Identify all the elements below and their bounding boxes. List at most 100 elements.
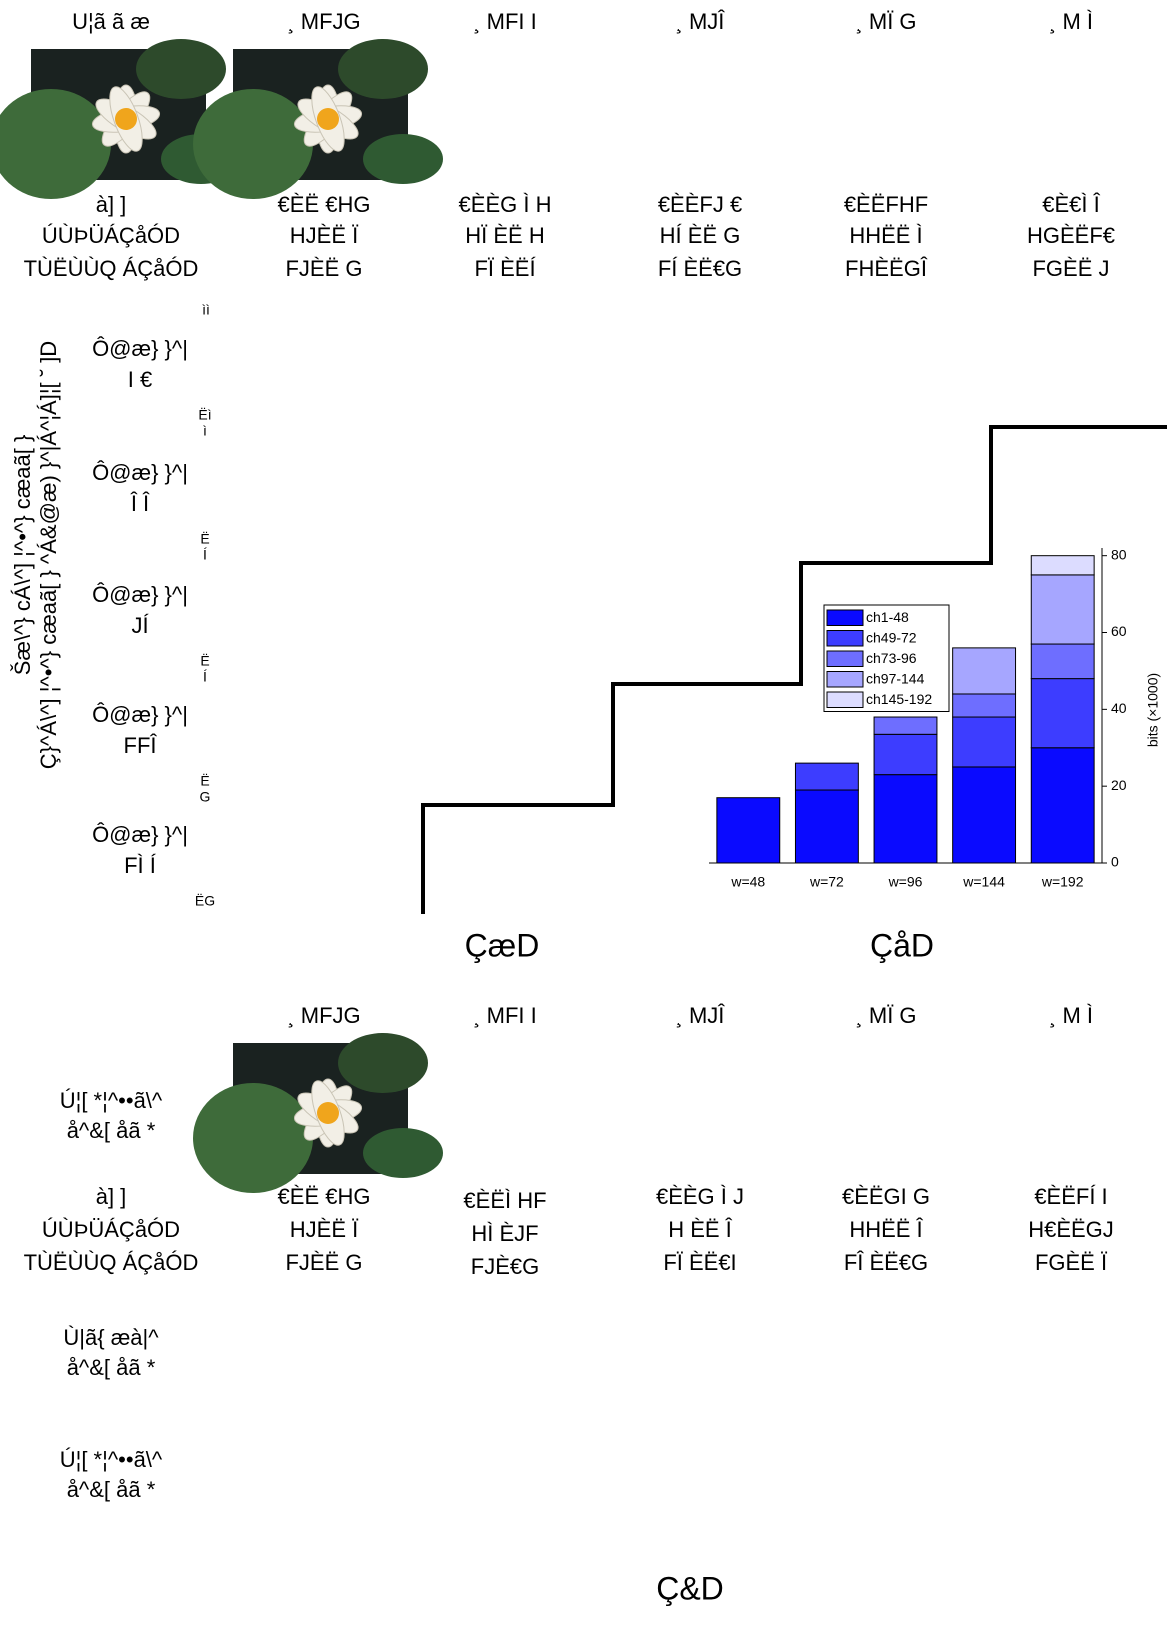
metric-value: HÌ ÈJF — [471, 1221, 538, 1246]
metric-value: FJÈ€G — [471, 1254, 539, 1279]
column-header: ¸ M Ì — [1049, 1003, 1093, 1029]
photo — [193, 1033, 443, 1193]
bar-segment — [953, 648, 1016, 694]
x-tick-label: w=192 — [1041, 874, 1084, 890]
metric-value: €ÈËFHF — [844, 192, 928, 217]
legend-swatch — [827, 610, 863, 626]
note: ìì — [202, 302, 210, 318]
channel-label: Ô@æ} }^| — [92, 822, 188, 847]
bar-segment — [874, 734, 937, 774]
bar-segment — [953, 694, 1016, 717]
metric-value: HJÈË Ï — [290, 223, 359, 248]
metric-value: €ÈËGI G — [842, 1184, 930, 1209]
column-header: ¸ MÏ G — [855, 9, 916, 35]
x-tick-label: w=48 — [730, 874, 765, 890]
y-tick-label: 60 — [1111, 623, 1127, 639]
row-label: ÚÙÞÜÁÇåÓD — [42, 223, 180, 248]
side-label: Šæ\^} cÁ\^] ¦^•^} cæaã[ } — [10, 435, 35, 676]
channel-note: Ë — [200, 773, 209, 789]
metric-value: HHËË Î — [849, 1217, 923, 1242]
metric-value: FÎ ÈË€G — [844, 1250, 928, 1275]
metric-value: FÍ ÈË€G — [658, 256, 742, 281]
legend-swatch — [827, 651, 863, 667]
method-label: å^&[ åã * — [67, 1477, 156, 1502]
column-header: ¸ MFJG — [287, 9, 360, 35]
metric-value: FJÈË G — [285, 1250, 362, 1275]
y-tick-label: 40 — [1111, 700, 1127, 716]
y-axis-label: bits (×1000) — [1145, 673, 1161, 747]
column-header: ¸ MÏ G — [855, 1003, 916, 1029]
metric-value: FJÈË G — [285, 256, 362, 281]
bar-segment — [717, 798, 780, 863]
method-label: Ù|ã{ æà|^ — [63, 1325, 159, 1350]
channel-note: G — [200, 789, 211, 805]
metric-value: HÍ ÈË G — [660, 223, 741, 248]
channel-note: Í — [203, 547, 207, 563]
column-header: ¸ MJÎ — [676, 1003, 726, 1029]
bar-segment — [1031, 575, 1094, 644]
x-tick-label: w=96 — [888, 874, 923, 890]
bar-segment — [874, 717, 937, 734]
bar-segment — [795, 790, 858, 863]
bar-segment — [1031, 748, 1094, 863]
row-label: à] ] — [96, 192, 127, 217]
channel-label: Ô@æ} }^| — [92, 702, 188, 727]
metric-value: FGÈË Ï — [1035, 1250, 1108, 1275]
bar-segment — [953, 767, 1016, 863]
metric-value: FGÈË J — [1032, 256, 1109, 281]
metric-value: €ÈÈG Ì J — [656, 1184, 744, 1209]
bar-segment — [1031, 644, 1094, 679]
row-label: TÙËÙÙQ ÁÇåÓD — [24, 1250, 199, 1275]
method-label: Ú¦[ *¦^••ã\^ — [60, 1447, 163, 1472]
channel-count: JÍ — [131, 613, 149, 638]
column-header: ¸ MFJG — [287, 1003, 360, 1029]
metric-value: HHËË Ì — [849, 223, 922, 248]
metric-value: €ÈÈFJ € — [658, 192, 742, 217]
row-label: à] ] — [96, 1184, 127, 1209]
channel-label: Ô@æ} }^| — [92, 582, 188, 607]
y-tick-label: 20 — [1111, 777, 1127, 793]
legend-swatch — [827, 672, 863, 688]
metric-value: FÏ ÈË€I — [663, 1250, 736, 1275]
bar-segment — [1031, 556, 1094, 575]
caption: Ç&D — [656, 1570, 724, 1606]
photo — [193, 39, 443, 199]
legend-label: ch97-144 — [866, 670, 925, 686]
x-tick-label: w=144 — [962, 874, 1005, 890]
metric-value: €ÈËÌ HF — [463, 1188, 546, 1213]
channel-label: Ô@æ} }^| — [92, 460, 188, 485]
legend-label: ch1-48 — [866, 609, 909, 625]
legend-label: ch73-96 — [866, 650, 917, 666]
channel-count: Î Î — [130, 491, 150, 516]
column-header: ¸ MFI I — [473, 1003, 537, 1029]
metric-value: H ÈË Î — [668, 1217, 732, 1242]
metric-value: HGÈËF€ — [1027, 223, 1115, 248]
column-header: U¦ã ã æ — [72, 9, 150, 34]
metric-value: €È€Ì Î — [1042, 192, 1100, 217]
metric-value: €ÈË €HG — [278, 192, 371, 217]
channel-count: I € — [128, 367, 152, 392]
channel-note: Í — [203, 669, 207, 685]
column-header: ¸ MFI I — [473, 9, 537, 35]
y-tick-label: 80 — [1111, 546, 1127, 562]
side-label: Ç}^Á\^] ¦^•^} cæaã[ } ^Á&@æ) }^|Á^¦Á]¦[ … — [36, 341, 61, 769]
channel-note: Ë — [200, 531, 209, 547]
bar-segment — [874, 775, 937, 863]
metric-value: €ÈËFÍ I — [1034, 1184, 1107, 1209]
channel-note: ËG — [195, 893, 215, 909]
channel-note: Ë — [200, 653, 209, 669]
legend-label: ch49-72 — [866, 629, 917, 645]
bar-segment — [953, 717, 1016, 767]
metric-value: HÏ ÈË H — [465, 223, 544, 248]
channel-note: ì — [203, 423, 207, 439]
bar-segment — [1031, 679, 1094, 748]
bar-segment — [795, 763, 858, 790]
x-tick-label: w=72 — [809, 874, 844, 890]
metric-value: HJÈË Ï — [290, 1217, 359, 1242]
metric-value: €ÈË €HG — [278, 1184, 371, 1209]
page: U¦ã ã æ ¸ MFJG ¸ MFI I ¸ MJÎ ¸ MÏ G ¸ M Ì à] ]… — [0, 0, 1175, 1621]
legend-swatch — [827, 692, 863, 708]
method-label: Ú¦[ *¦^••ã\^ — [60, 1088, 163, 1113]
method-label: å^&[ åã * — [67, 1355, 156, 1380]
row-label: TÙËÙÙQ ÁÇåÓD — [24, 256, 199, 281]
